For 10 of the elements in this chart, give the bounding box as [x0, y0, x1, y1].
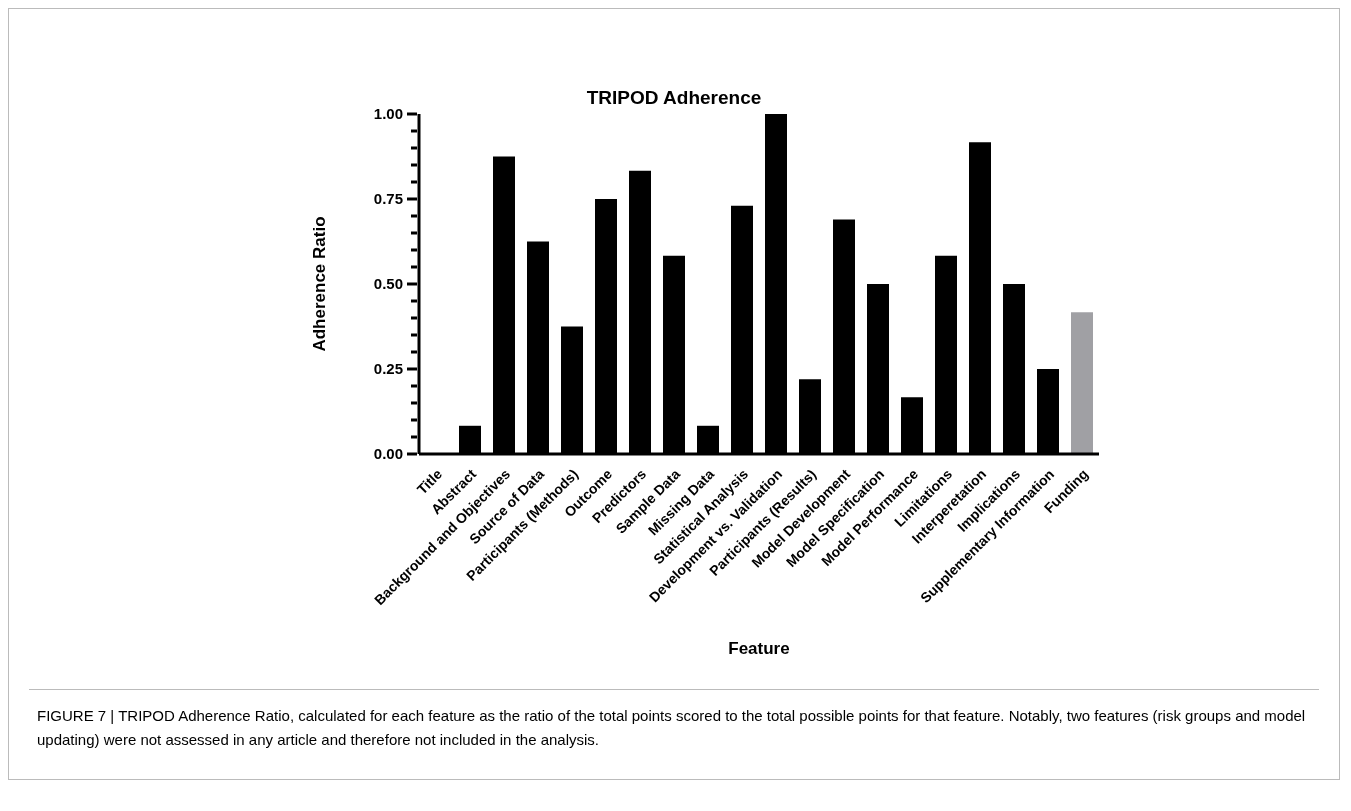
y-tick-label: 0.75 — [373, 190, 403, 207]
y-tick-label: 1.00 — [373, 105, 403, 122]
y-tick-label: 0.00 — [373, 445, 403, 462]
caption: FIGURE 7 | TRIPOD Adherence Ratio, calculated for each feature as the ratio of the total points scored to the total possible points for that feature. Notably, two features (risk groups and model updating) were not assessed in any article and therefore not included in the analysis. — [37, 706, 1307, 750]
bar — [1071, 312, 1093, 454]
x-axis-title: Feature — [728, 639, 790, 658]
chart-title: TRIPOD Adherence — [586, 87, 762, 108]
y-axis-title: Adherence Ratio — [310, 216, 330, 352]
y-tick-label: 0.25 — [373, 360, 403, 377]
y-tick-label: 0.50 — [373, 275, 403, 292]
